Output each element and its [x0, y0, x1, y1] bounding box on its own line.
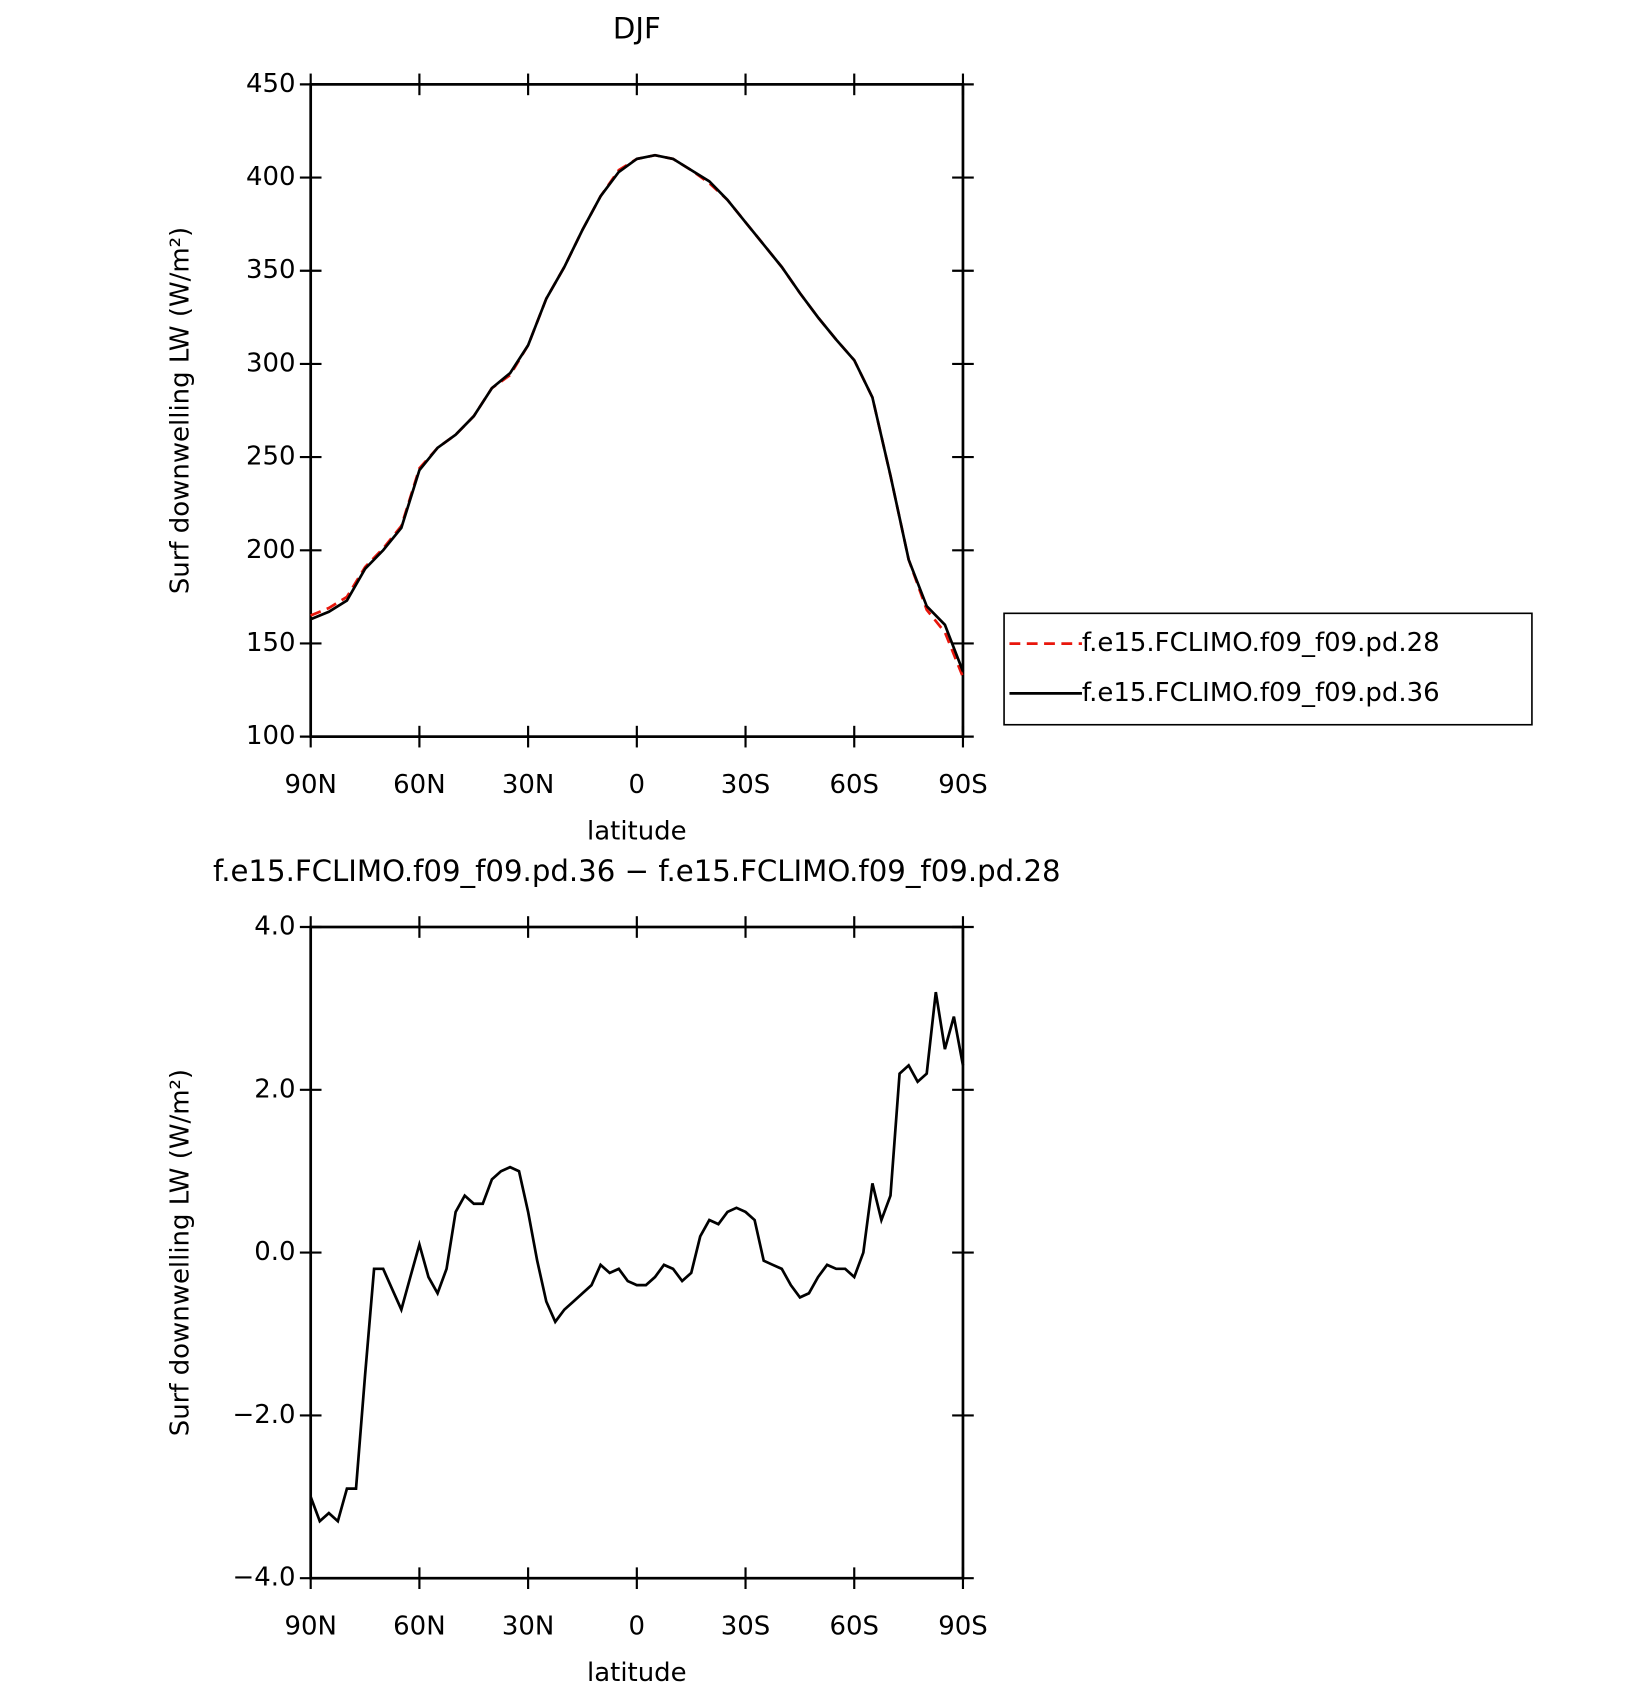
x-tick-label: 90S	[938, 1611, 988, 1641]
plot-frame	[309, 83, 965, 738]
y-tick-label: 400	[246, 162, 296, 192]
x-tick-label: 90N	[284, 1611, 336, 1641]
x-axis-label: latitude	[587, 816, 687, 846]
y-tick-label: 4.0	[254, 912, 295, 942]
legend-label: f.e15.FCLIMO.f09_f09.pd.36	[1082, 678, 1440, 708]
x-tick-label: 60N	[393, 1611, 445, 1641]
x-tick-label: 90N	[284, 770, 336, 800]
y-tick-label: 200	[246, 535, 296, 565]
chart-title: f.e15.FCLIMO.f09_f09.pd.36 − f.e15.FCLIM…	[213, 854, 1061, 888]
x-tick-label: 30N	[502, 1611, 554, 1641]
y-axis-label: Surf downwelling LW (W/m²)	[165, 227, 195, 594]
x-tick-label: 0	[629, 770, 646, 800]
y-tick-label: −2.0	[233, 1400, 296, 1430]
chart-title: DJF	[613, 11, 661, 45]
y-tick-label: 2.0	[254, 1074, 295, 1104]
x-tick-label: 90S	[938, 770, 988, 800]
x-tick-label: 60S	[829, 1611, 879, 1641]
y-tick-label: 450	[246, 69, 296, 99]
y-tick-label: 100	[246, 721, 296, 751]
x-axis-label: latitude	[587, 1658, 687, 1688]
x-tick-label: 60S	[829, 770, 879, 800]
x-tick-label: 30S	[721, 770, 771, 800]
y-tick-label: 350	[246, 255, 296, 285]
x-tick-label: 60N	[393, 770, 445, 800]
plot-frame	[309, 925, 965, 1580]
legend-box	[1003, 612, 1533, 726]
y-tick-label: 300	[246, 348, 296, 378]
x-tick-label: 30S	[721, 1611, 771, 1641]
x-tick-label: 30N	[502, 770, 554, 800]
data-line	[310, 153, 965, 672]
data-line	[309, 991, 965, 1524]
y-tick-label: −4.0	[233, 1563, 296, 1593]
data-line	[310, 153, 965, 678]
y-tick-label: 0.0	[254, 1237, 295, 1267]
y-tick-label: 150	[246, 628, 296, 658]
legend-label: f.e15.FCLIMO.f09_f09.pd.28	[1082, 628, 1440, 658]
y-axis-label: Surf downwelling LW (W/m²)	[165, 1069, 195, 1436]
x-tick-label: 0	[629, 1611, 646, 1641]
y-tick-label: 250	[246, 442, 296, 472]
